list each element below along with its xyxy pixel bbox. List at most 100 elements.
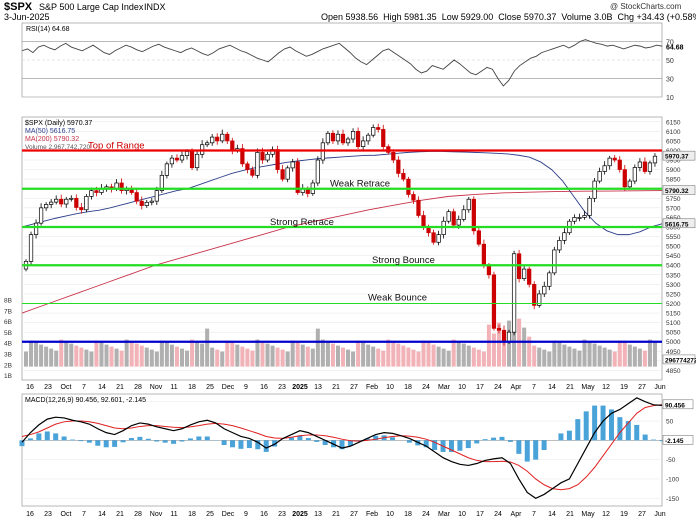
volume-axis-label: 2B [4,362,12,369]
candle-body [33,222,39,235]
macd-hist-bar [305,438,311,441]
ohlc-line: Open 5938.56 High 5981.35 Low 5929.00 Cl… [321,12,696,22]
volume-bar [436,346,441,367]
volume-bar [577,350,582,367]
macd-hist-bar [566,430,572,441]
volume-bar [174,346,179,367]
macd-x-label: 10 [458,511,466,518]
volume-bar [325,341,330,367]
price-x-label: 14 [548,384,556,391]
price-tick-label: 4850 [666,368,681,375]
price-x-label: 7 [532,384,536,391]
volume-bar [406,347,411,367]
volume-bar [411,349,416,367]
volume-bar [295,342,300,367]
volume-bar [59,339,64,367]
price-badge-text: 2967742720 [665,357,696,364]
candle-body [391,152,396,161]
volume-bar [522,327,527,367]
volume-bar [617,340,622,367]
price-tick-label: 5200 [666,301,681,308]
candle-body [406,178,411,195]
volume-bar [235,344,240,367]
price-tick-label: 6100 [666,129,681,136]
candle-body [245,163,250,170]
candle-body [456,218,461,226]
candle-body [54,198,59,203]
candle-body [330,132,336,142]
volume-bar [592,343,597,367]
price-x-label: 13 [314,384,322,391]
macd-x-label: 18 [188,511,196,518]
volume-axis-label: 7B [4,308,12,315]
volume-bar [612,351,617,367]
candle-body [617,159,622,170]
macd-hist-bar [448,440,454,452]
price-x-label: 25 [206,384,214,391]
macd-hist-bar [592,405,598,441]
volume-bar [426,342,431,367]
candle-body [154,190,159,202]
candle-body [49,201,54,205]
candle-body [622,169,627,188]
candle-body [280,169,285,180]
macd-x-label: 2025 [292,511,308,518]
price-x-label: 12 [602,384,610,391]
price-badge [662,218,696,229]
macd-hist-bar [154,440,160,442]
price-badge [662,354,696,365]
macd-hist-bar [187,438,193,441]
volume-bar [260,341,265,367]
macd-hist-bar [145,438,151,441]
macd-x-label: 16 [260,511,268,518]
macd-hist-bar [524,440,530,462]
volume-bar [275,347,280,367]
volume-bar [637,348,642,367]
price-x-label: Oct [61,384,72,391]
macd-hist-bar [491,437,497,441]
macd-x-label: 18 [404,511,412,518]
price-tick-label: 5500 [666,244,681,251]
macd-x-label: 10 [386,511,394,518]
watermark: @ StockCharts.com [610,2,682,11]
volume-bar [481,351,486,367]
candle-body [496,328,502,331]
volume-bar [361,342,366,367]
macd-hist-bar [608,409,614,441]
volume-bar [366,344,371,367]
macd-x-label: Oct [61,511,72,518]
rsi-tick-label: 70 [666,40,674,47]
macd-tick-label: 50 [666,419,674,426]
volume-bar [144,347,149,367]
candle-body [205,142,210,146]
candle-body [396,159,401,174]
candle-body [642,161,648,172]
candle-body [632,167,637,182]
price-badge-text: 5790.32 [665,188,689,195]
macd-x-label: Apr [511,511,523,518]
volume-bar [376,348,381,367]
volume-bar [205,328,210,367]
macd-tick-label: -50 [666,457,676,464]
volume-bar [572,348,577,367]
macd-hist-bar [230,440,236,448]
volume-bar [305,346,310,367]
macd-hist-bar [406,440,412,443]
price-x-label: 10 [458,384,466,391]
volume-bar [416,351,421,367]
symbol-label: $SPX [4,1,33,13]
candle-body [577,217,582,219]
macd-badge-text: -2.145 [665,438,684,445]
price-tick-label: 5300 [666,282,681,289]
candle-body [416,199,421,216]
volume-bar [320,339,325,367]
volume-bar [69,343,74,367]
macd-x-label: Jun [654,511,665,518]
exchange-label: INDX [144,2,166,12]
price-x-label: 11 [170,384,177,391]
candle-body [471,198,476,232]
volume-bar [597,345,602,367]
volume-bar [582,339,587,367]
volume-bar [587,341,592,367]
price-tick-label: 4950 [666,349,681,356]
